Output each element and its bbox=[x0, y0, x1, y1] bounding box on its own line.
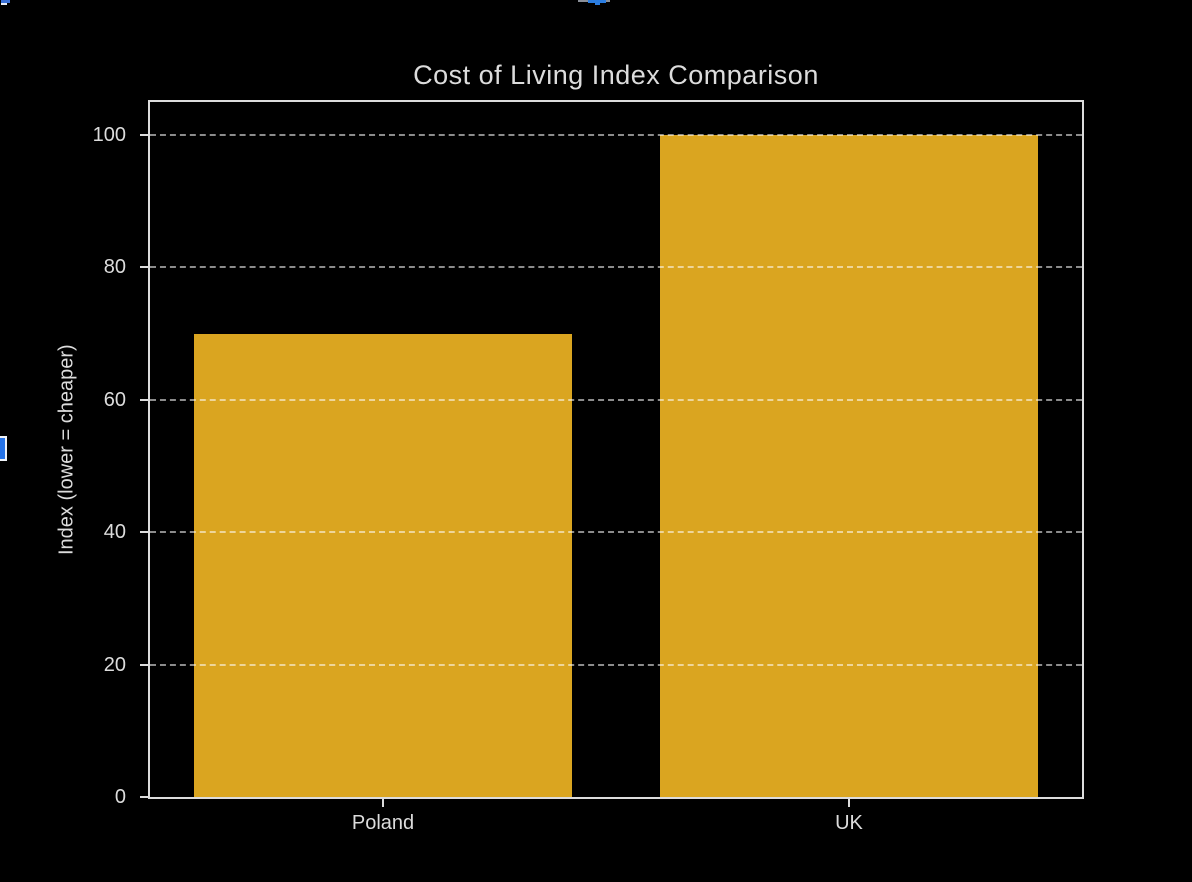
x-tick-poland bbox=[382, 799, 384, 807]
y-tick-40 bbox=[140, 531, 148, 534]
bar-uk bbox=[660, 135, 1038, 797]
x-tick-label-poland: Poland bbox=[351, 812, 415, 834]
y-tick-20 bbox=[140, 663, 148, 666]
y-tick-label-40: 40 bbox=[103, 521, 126, 544]
fragment-white-bar bbox=[1, 3, 7, 5]
window-fragment-left-edge bbox=[0, 436, 7, 461]
y-axis-label: Index (lower = cheaper) bbox=[55, 344, 78, 555]
window-fragment-top-center bbox=[578, 0, 610, 5]
fragment-blue-bar bbox=[588, 0, 606, 3]
y-tick-label-100: 100 bbox=[92, 124, 126, 147]
y-tick-label-60: 60 bbox=[103, 388, 126, 411]
window-fragment-top-left bbox=[1, 0, 11, 5]
y-tick-80 bbox=[140, 266, 148, 269]
x-tick-uk bbox=[848, 799, 850, 807]
x-tick-label-uk: UK bbox=[835, 812, 863, 834]
chart-title: Cost of Living Index Comparison bbox=[413, 60, 819, 90]
gridline-40 bbox=[150, 531, 1082, 534]
y-tick-0 bbox=[140, 796, 148, 798]
gridline-100 bbox=[150, 134, 1082, 137]
gridline-60 bbox=[150, 398, 1082, 401]
y-tick-label-20: 20 bbox=[103, 653, 126, 676]
fragment-blue-notch bbox=[595, 3, 600, 5]
y-tick-label-80: 80 bbox=[103, 256, 126, 279]
y-tick-60 bbox=[140, 398, 148, 401]
fragment-blue-bar bbox=[1, 0, 10, 3]
fragment-blue-fill bbox=[0, 438, 5, 459]
plot-area: Poland UK 0 20 40 60 80 100 bbox=[93, 100, 1084, 834]
y-tick-100 bbox=[140, 134, 148, 137]
bar-poland bbox=[194, 333, 572, 797]
gridline-80 bbox=[150, 266, 1082, 269]
y-tick-label-0: 0 bbox=[114, 786, 126, 808]
gridline-20 bbox=[150, 663, 1082, 666]
